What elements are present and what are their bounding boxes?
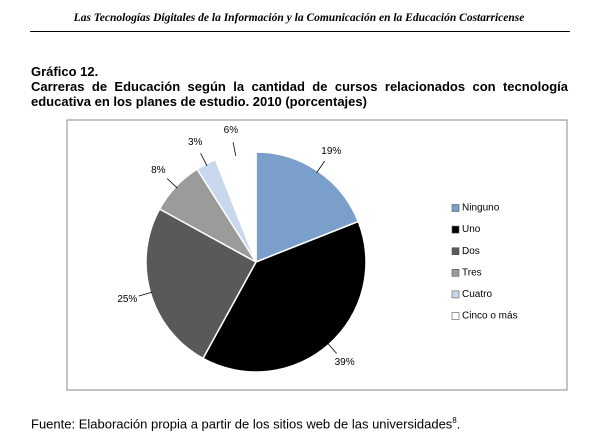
legend-swatch (451, 204, 460, 212)
footnote-ref: 8 (452, 416, 457, 425)
legend-swatch (451, 247, 460, 255)
data-label: 3% (188, 137, 203, 148)
legend-swatch (451, 290, 460, 299)
data-label: 25% (117, 294, 137, 305)
leader-line (327, 342, 337, 354)
legend-label: Ninguno (462, 203, 500, 214)
running-header: Las Tecnologías Digitales de la Informac… (73, 12, 525, 24)
data-label: 6% (224, 125, 239, 136)
legend-label: Tres (462, 267, 482, 278)
leader-line (200, 153, 208, 166)
leader-line (232, 142, 237, 156)
figure-caption: Carreras de Educación según la cantidad … (31, 79, 568, 109)
leader-line (166, 178, 178, 189)
legend-swatch (451, 268, 460, 277)
data-label: 39% (335, 357, 355, 368)
header-rule (30, 31, 570, 32)
leader-line (138, 291, 153, 297)
leader-line (316, 160, 325, 173)
chart-frame (66, 119, 568, 391)
data-label: 19% (321, 146, 341, 157)
legend-swatch (451, 225, 460, 234)
figure-number: Gráfico 12. (31, 64, 99, 79)
source-text: Fuente: Elaboración propia a partir de l… (31, 416, 453, 432)
legend-label: Cinco o más (462, 311, 518, 322)
data-label: 8% (151, 165, 166, 176)
legend-label: Cuatro (462, 289, 492, 300)
source-note: Fuente: Elaboración propia a partir de l… (31, 416, 461, 432)
legend-label: Dos (462, 246, 480, 257)
legend-swatch (451, 312, 460, 320)
legend-label: Uno (462, 224, 481, 235)
